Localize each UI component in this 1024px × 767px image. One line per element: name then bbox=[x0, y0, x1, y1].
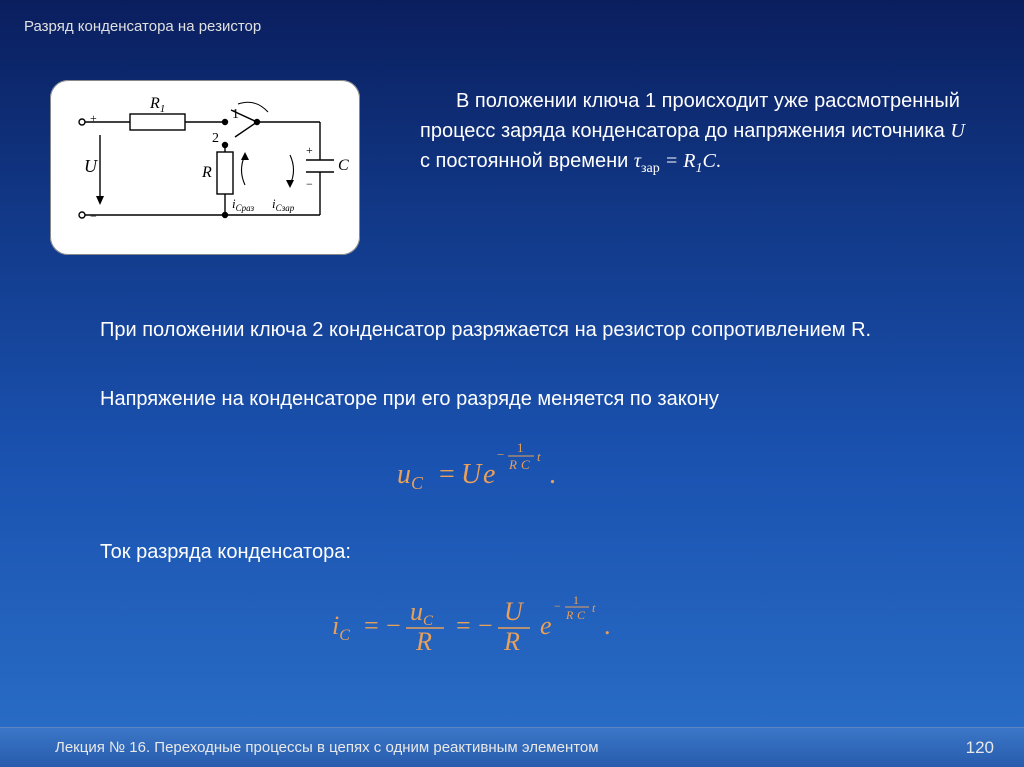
svg-text:C: C bbox=[577, 608, 586, 622]
svg-text:C: C bbox=[338, 157, 349, 174]
slide-header: Разряд конденсатора на резистор bbox=[0, 0, 1024, 35]
svg-text:−: − bbox=[386, 611, 401, 640]
svg-text:R: R bbox=[415, 627, 432, 656]
svg-text:+: + bbox=[90, 111, 97, 125]
svg-text:=: = bbox=[439, 459, 455, 490]
svg-text:C: C bbox=[521, 457, 530, 472]
svg-text:iСзар: iСзар bbox=[272, 196, 295, 213]
p1-text-b: с постоянной времени bbox=[420, 150, 634, 172]
svg-text:e: e bbox=[483, 459, 495, 490]
p1-text-a: В положении ключа 1 происходит уже рассм… bbox=[420, 90, 960, 142]
svg-text:R: R bbox=[565, 608, 574, 622]
svg-text:−: − bbox=[478, 611, 493, 640]
tau-formula: τзар = R1C. bbox=[634, 150, 721, 172]
slide-content: R1 1 bbox=[0, 35, 1024, 656]
circuit-svg: R1 1 bbox=[60, 90, 350, 245]
formula-1-container: uC = U e − 1 R C t . bbox=[50, 439, 974, 499]
U-italic: U bbox=[950, 120, 964, 142]
svg-text:e: e bbox=[540, 611, 552, 640]
paragraph-2: При положении ключа 2 конденсатор разряж… bbox=[64, 315, 974, 346]
formula-2: iC = − uC R = − U R e − 1 R bbox=[332, 592, 692, 656]
svg-text:.: . bbox=[604, 611, 611, 640]
svg-text:1: 1 bbox=[232, 107, 239, 122]
svg-text:R: R bbox=[508, 457, 517, 472]
svg-text:uC: uC bbox=[397, 459, 424, 493]
svg-text:.: . bbox=[549, 459, 556, 490]
circuit-diagram-box: R1 1 bbox=[50, 80, 360, 255]
svg-text:R: R bbox=[201, 164, 212, 181]
row-1: R1 1 bbox=[50, 80, 974, 255]
svg-text:R1: R1 bbox=[149, 95, 165, 115]
paragraph-1: В положении ключа 1 происходит уже рассм… bbox=[420, 80, 974, 179]
svg-text:1: 1 bbox=[573, 593, 579, 607]
svg-text:t: t bbox=[537, 449, 541, 464]
slide-footer: Лекция № 16. Переходные процессы в цепях… bbox=[0, 727, 1024, 767]
svg-text:uC: uC bbox=[410, 597, 434, 629]
p3-text: Напряжение на конденсаторе при его разря… bbox=[100, 388, 719, 410]
svg-text:2: 2 bbox=[212, 131, 219, 146]
svg-text:−: − bbox=[90, 209, 97, 223]
svg-text:−: − bbox=[554, 599, 561, 613]
p2-text: При положении ключа 2 конденсатор разряж… bbox=[100, 319, 871, 341]
svg-text:iСраз: iСраз bbox=[232, 196, 255, 213]
svg-text:+: + bbox=[306, 143, 313, 157]
svg-text:iC: iC bbox=[332, 611, 350, 644]
svg-text:=: = bbox=[456, 611, 471, 640]
paragraph-4: Ток разряда конденсатора: bbox=[100, 541, 974, 564]
page-number: 120 bbox=[966, 738, 994, 758]
svg-text:1: 1 bbox=[517, 440, 524, 455]
svg-text:U: U bbox=[84, 156, 98, 176]
svg-text:−: − bbox=[497, 447, 504, 462]
svg-text:R: R bbox=[503, 627, 520, 656]
formula-2-container: iC = − uC R = − U R e − 1 R bbox=[50, 592, 974, 656]
svg-text:U: U bbox=[504, 597, 525, 626]
svg-text:U: U bbox=[461, 459, 483, 490]
formula-1: uC = U e − 1 R C t . bbox=[397, 439, 627, 499]
header-title: Разряд конденсатора на резистор bbox=[24, 18, 261, 35]
svg-text:=: = bbox=[364, 611, 379, 640]
svg-text:−: − bbox=[306, 177, 313, 191]
footer-text: Лекция № 16. Переходные процессы в цепях… bbox=[55, 739, 599, 756]
p4-text: Ток разряда конденсатора: bbox=[100, 541, 351, 563]
paragraph-3: Напряжение на конденсаторе при его разря… bbox=[100, 388, 974, 411]
svg-text:t: t bbox=[592, 601, 596, 615]
